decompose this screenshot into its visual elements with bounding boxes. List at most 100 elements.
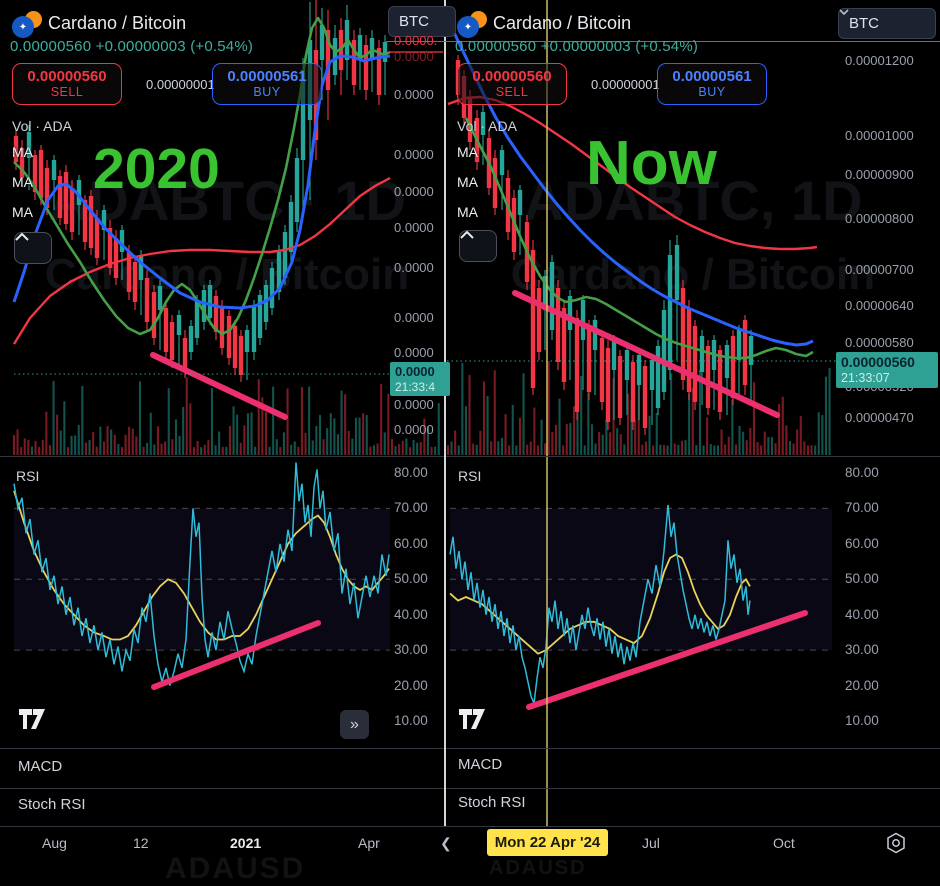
rsi-axis-tick: 70.00 [845, 500, 879, 516]
ma_green-line [464, 117, 814, 360]
buy-price: 0.00000561 [672, 68, 752, 86]
trend-line-rsi [151, 620, 321, 690]
price-change-left: 0.00000560 +0.00000003 (+0.54%) [10, 38, 254, 55]
crosshair-date-badge: Mon 22 Apr '24 [487, 829, 608, 856]
rsi-axis-tick: 30.00 [845, 642, 879, 658]
rsi-panel-2020[interactable] [13, 462, 390, 690]
rsi-axis-tick: 70.00 [394, 500, 428, 516]
sell-button-left[interactable]: 0.00000560 SELL [12, 63, 122, 105]
macd-row-right[interactable]: MACD [458, 756, 503, 773]
bottom-watermark-left: ADAUSD [165, 852, 306, 885]
rsi-axis-tick: 60.00 [845, 535, 879, 551]
buy-button-left[interactable]: 0.00000561 BUY [212, 63, 322, 105]
ma-label[interactable]: MA [12, 144, 33, 160]
divider-rsi-macd [0, 748, 940, 749]
rsi-line [13, 462, 390, 686]
price-tag-time: 21:33:07 [841, 371, 890, 386]
time-axis-tick: Aug [42, 835, 67, 851]
sell-label: SELL [495, 85, 529, 100]
buy-price: 0.00000561 [227, 68, 307, 86]
price-axis-tick: 0.0000 [394, 310, 434, 325]
price-axis-left[interactable]: 0.0000 0.0000 0.0000 0.0000 0.0000 0.0000 0.00… [394, 0, 444, 456]
price-axis-tick: 0.00000900 [845, 167, 914, 182]
main-chart-2020[interactable] [12, 0, 440, 455]
price-change-right: 0.00000560 +0.00000003 (+0.54%) [455, 38, 699, 55]
collapse-toolbar-button-left[interactable] [14, 232, 52, 264]
ma_blue-line [12, 54, 391, 310]
chart-canvas[interactable] [0, 0, 940, 867]
sell-button-right[interactable]: 0.00000560 SELL [457, 63, 567, 105]
pair-title-left: Cardano / Bitcoin [48, 13, 187, 33]
time-axis-tick: ❮ [440, 835, 452, 851]
quote-currency-label: BTC [849, 15, 879, 32]
sell-price: 0.00000560 [27, 68, 107, 86]
ma-label[interactable]: MA [12, 174, 33, 190]
price-axis-right[interactable]: 0.00001200 0.00001000 0.00000900 0.00000800… [845, 0, 935, 456]
ma-labels-right: MA MA MA [457, 144, 478, 234]
volume-indicator-label-right[interactable]: Vol · ADA [457, 118, 517, 134]
macd-row-left[interactable]: MACD [18, 758, 63, 775]
ma-label[interactable]: MA [12, 204, 33, 220]
axis-label-dim-left: 0.0000 [394, 49, 434, 64]
price-tag-value: 0.0000 [395, 364, 435, 379]
rsi-axis-tick: 50.00 [394, 571, 428, 587]
rsi-label-right[interactable]: RSI [458, 468, 482, 484]
time-axis-tick: Oct [773, 835, 795, 851]
panel-divider [444, 0, 446, 826]
big-label-2020: 2020 [93, 137, 220, 201]
rsi-axis-left[interactable]: 80.00 70.00 60.00 50.00 40.00 30.00 20.00 10.00 [394, 0, 444, 867]
rsi-axis-right[interactable]: 80.00 70.00 60.00 50.00 40.00 30.00 20.00 10.00 [845, 0, 905, 867]
buy-button-right[interactable]: 0.00000561 BUY [657, 63, 767, 105]
pair-title-right: Cardano / Bitcoin [493, 13, 632, 33]
price-axis-tick: 0.0000 [394, 87, 434, 102]
price-tag-left: 0.0000 21:33:4 [390, 362, 450, 397]
stoch-rsi-row-right[interactable]: Stoch RSI [458, 794, 526, 811]
chevron-up-icon [460, 231, 474, 239]
trend-line-main [150, 352, 288, 420]
main-chart-now[interactable] [446, 19, 831, 455]
price-tag-value: 0.00000560 [841, 354, 915, 370]
ma-label[interactable]: MA [457, 174, 478, 190]
trend-line-main [512, 290, 780, 418]
ma-label[interactable]: MA [457, 144, 478, 160]
divider-main-rsi [0, 456, 940, 457]
price-axis-tick: 0.0000 [394, 220, 434, 235]
time-axis-tick: 12 [133, 835, 149, 851]
watermark-pair-right: Cardano / Bitcoin [510, 250, 876, 299]
rsi-axis-tick: 20.00 [394, 677, 428, 693]
price-axis-tick: 0.0000 [394, 397, 434, 412]
stoch-rsi-row-left[interactable]: Stoch RSI [18, 796, 86, 813]
spread-value-right: 0.00000001 [591, 77, 660, 92]
big-label-now: Now [586, 129, 717, 198]
quote-currency-dropdown-right[interactable]: BTC [838, 8, 936, 39]
rsi-axis-tick: 80.00 [845, 465, 879, 480]
rsi-panel-now[interactable] [449, 504, 832, 710]
chevron-up-icon [15, 233, 29, 241]
price-axis-tick: 0.0000 [394, 147, 434, 162]
trend-line-rsi [526, 610, 808, 710]
ma_red-line [12, 176, 391, 345]
ma-labels-left: MA MA MA [12, 144, 33, 234]
price-axis-tick: 0.00000470 [845, 410, 914, 425]
divider-macd-stoch [0, 788, 940, 789]
expand-panel-button[interactable]: » [340, 710, 369, 739]
rsi-line [449, 504, 751, 707]
rsi-label-left[interactable]: RSI [16, 468, 40, 484]
collapse-toolbar-button-right[interactable] [459, 230, 497, 262]
rsi-axis-tick: 10.00 [394, 713, 428, 728]
price-tag-right: 0.00000560 21:33:07 [836, 352, 938, 389]
pair-logo-left: ✦ [12, 11, 42, 38]
price-axis-tick: 0.00000800 [845, 211, 914, 226]
bottom-watermark-right: ADAUSD [489, 857, 587, 879]
ma-label[interactable]: MA [457, 204, 478, 220]
price-axis-tick: 0.0000 [394, 345, 434, 360]
quote-currency-dropdown-left[interactable]: BTC [388, 6, 456, 37]
price-tag-time: 21:33:4 [395, 379, 436, 394]
time-axis-tick: Jul [642, 835, 660, 851]
divider-stoch-time [0, 826, 940, 827]
volume-indicator-label-left[interactable]: Vol · ADA [12, 118, 72, 134]
sell-label: SELL [50, 85, 84, 100]
cardano-logo-icon: ✦ [457, 16, 479, 38]
spread-value-left: 0.00000001 [146, 77, 215, 92]
ma_red-line [447, 95, 818, 251]
